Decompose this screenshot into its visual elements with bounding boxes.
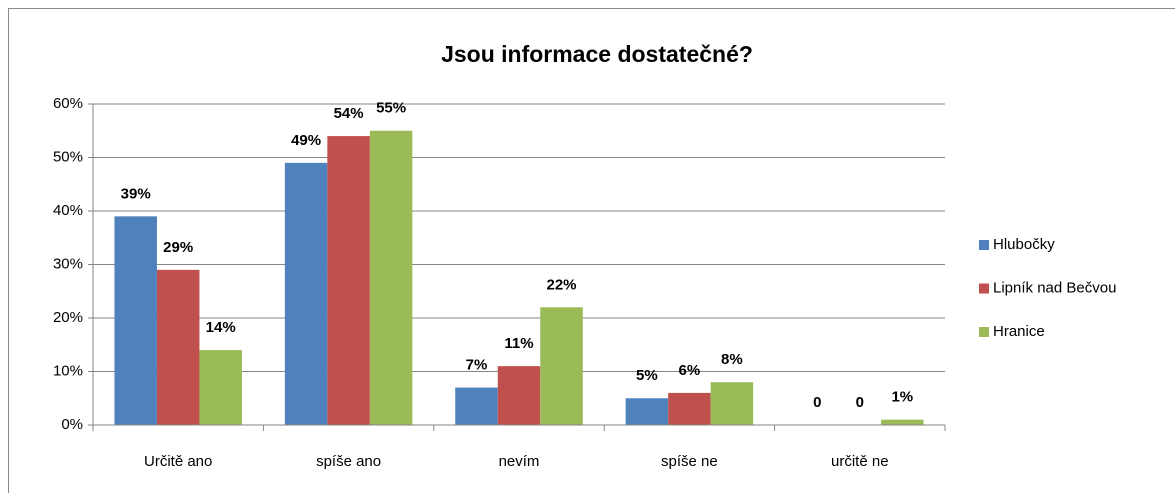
- bar: [455, 387, 498, 425]
- bar: [199, 350, 242, 425]
- y-tick-label: 50%: [53, 148, 83, 165]
- data-label: 11%: [504, 335, 533, 352]
- data-label: 22%: [546, 276, 576, 293]
- data-label: 55%: [376, 100, 406, 117]
- data-label: 5%: [636, 367, 658, 384]
- bar: [710, 382, 754, 425]
- data-label: 1%: [891, 389, 913, 406]
- legend-label: Lipník nad Bečvou: [993, 279, 1116, 296]
- x-tick-label: určitě ne: [831, 453, 889, 470]
- data-label: 29%: [163, 239, 193, 256]
- x-tick-label: nevím: [499, 453, 540, 470]
- bar: [540, 307, 583, 425]
- data-label: 54%: [334, 105, 364, 122]
- legend-label: Hlubočky: [993, 236, 1055, 253]
- bar: [327, 136, 370, 425]
- bar: [156, 269, 200, 425]
- bar: [114, 216, 157, 425]
- x-tick-label: Určitě ano: [144, 453, 212, 470]
- data-label: 0: [813, 394, 821, 411]
- data-label: 49%: [291, 132, 321, 149]
- x-tick-label: spíše ne: [661, 453, 718, 470]
- legend-swatch: [979, 283, 989, 294]
- data-label: 0: [856, 394, 864, 411]
- y-tick-label: 20%: [53, 309, 83, 326]
- y-tick-label: 60%: [53, 95, 83, 112]
- bar: [625, 398, 669, 425]
- y-tick-label: 10%: [53, 362, 83, 379]
- bar: [284, 162, 328, 425]
- x-tick-label: spíše ano: [316, 453, 381, 470]
- y-tick-label: 0%: [61, 416, 83, 433]
- bar: [881, 419, 924, 425]
- y-tick-label: 30%: [53, 255, 83, 272]
- bar: [668, 392, 711, 425]
- legend-swatch: [979, 327, 989, 337]
- data-label: 7%: [466, 357, 488, 374]
- chart-title: Jsou informace dostatečné?: [441, 41, 753, 67]
- data-label: 14%: [206, 319, 236, 336]
- bar: [369, 130, 413, 425]
- y-tick-label: 40%: [53, 202, 83, 219]
- data-label: 6%: [679, 362, 701, 379]
- data-label: 8%: [721, 351, 743, 368]
- legend-label: Hranice: [993, 323, 1045, 340]
- chart-frame: [8, 8, 1175, 493]
- bar: [497, 366, 541, 425]
- data-label: 39%: [121, 185, 151, 202]
- legend-swatch: [979, 240, 989, 250]
